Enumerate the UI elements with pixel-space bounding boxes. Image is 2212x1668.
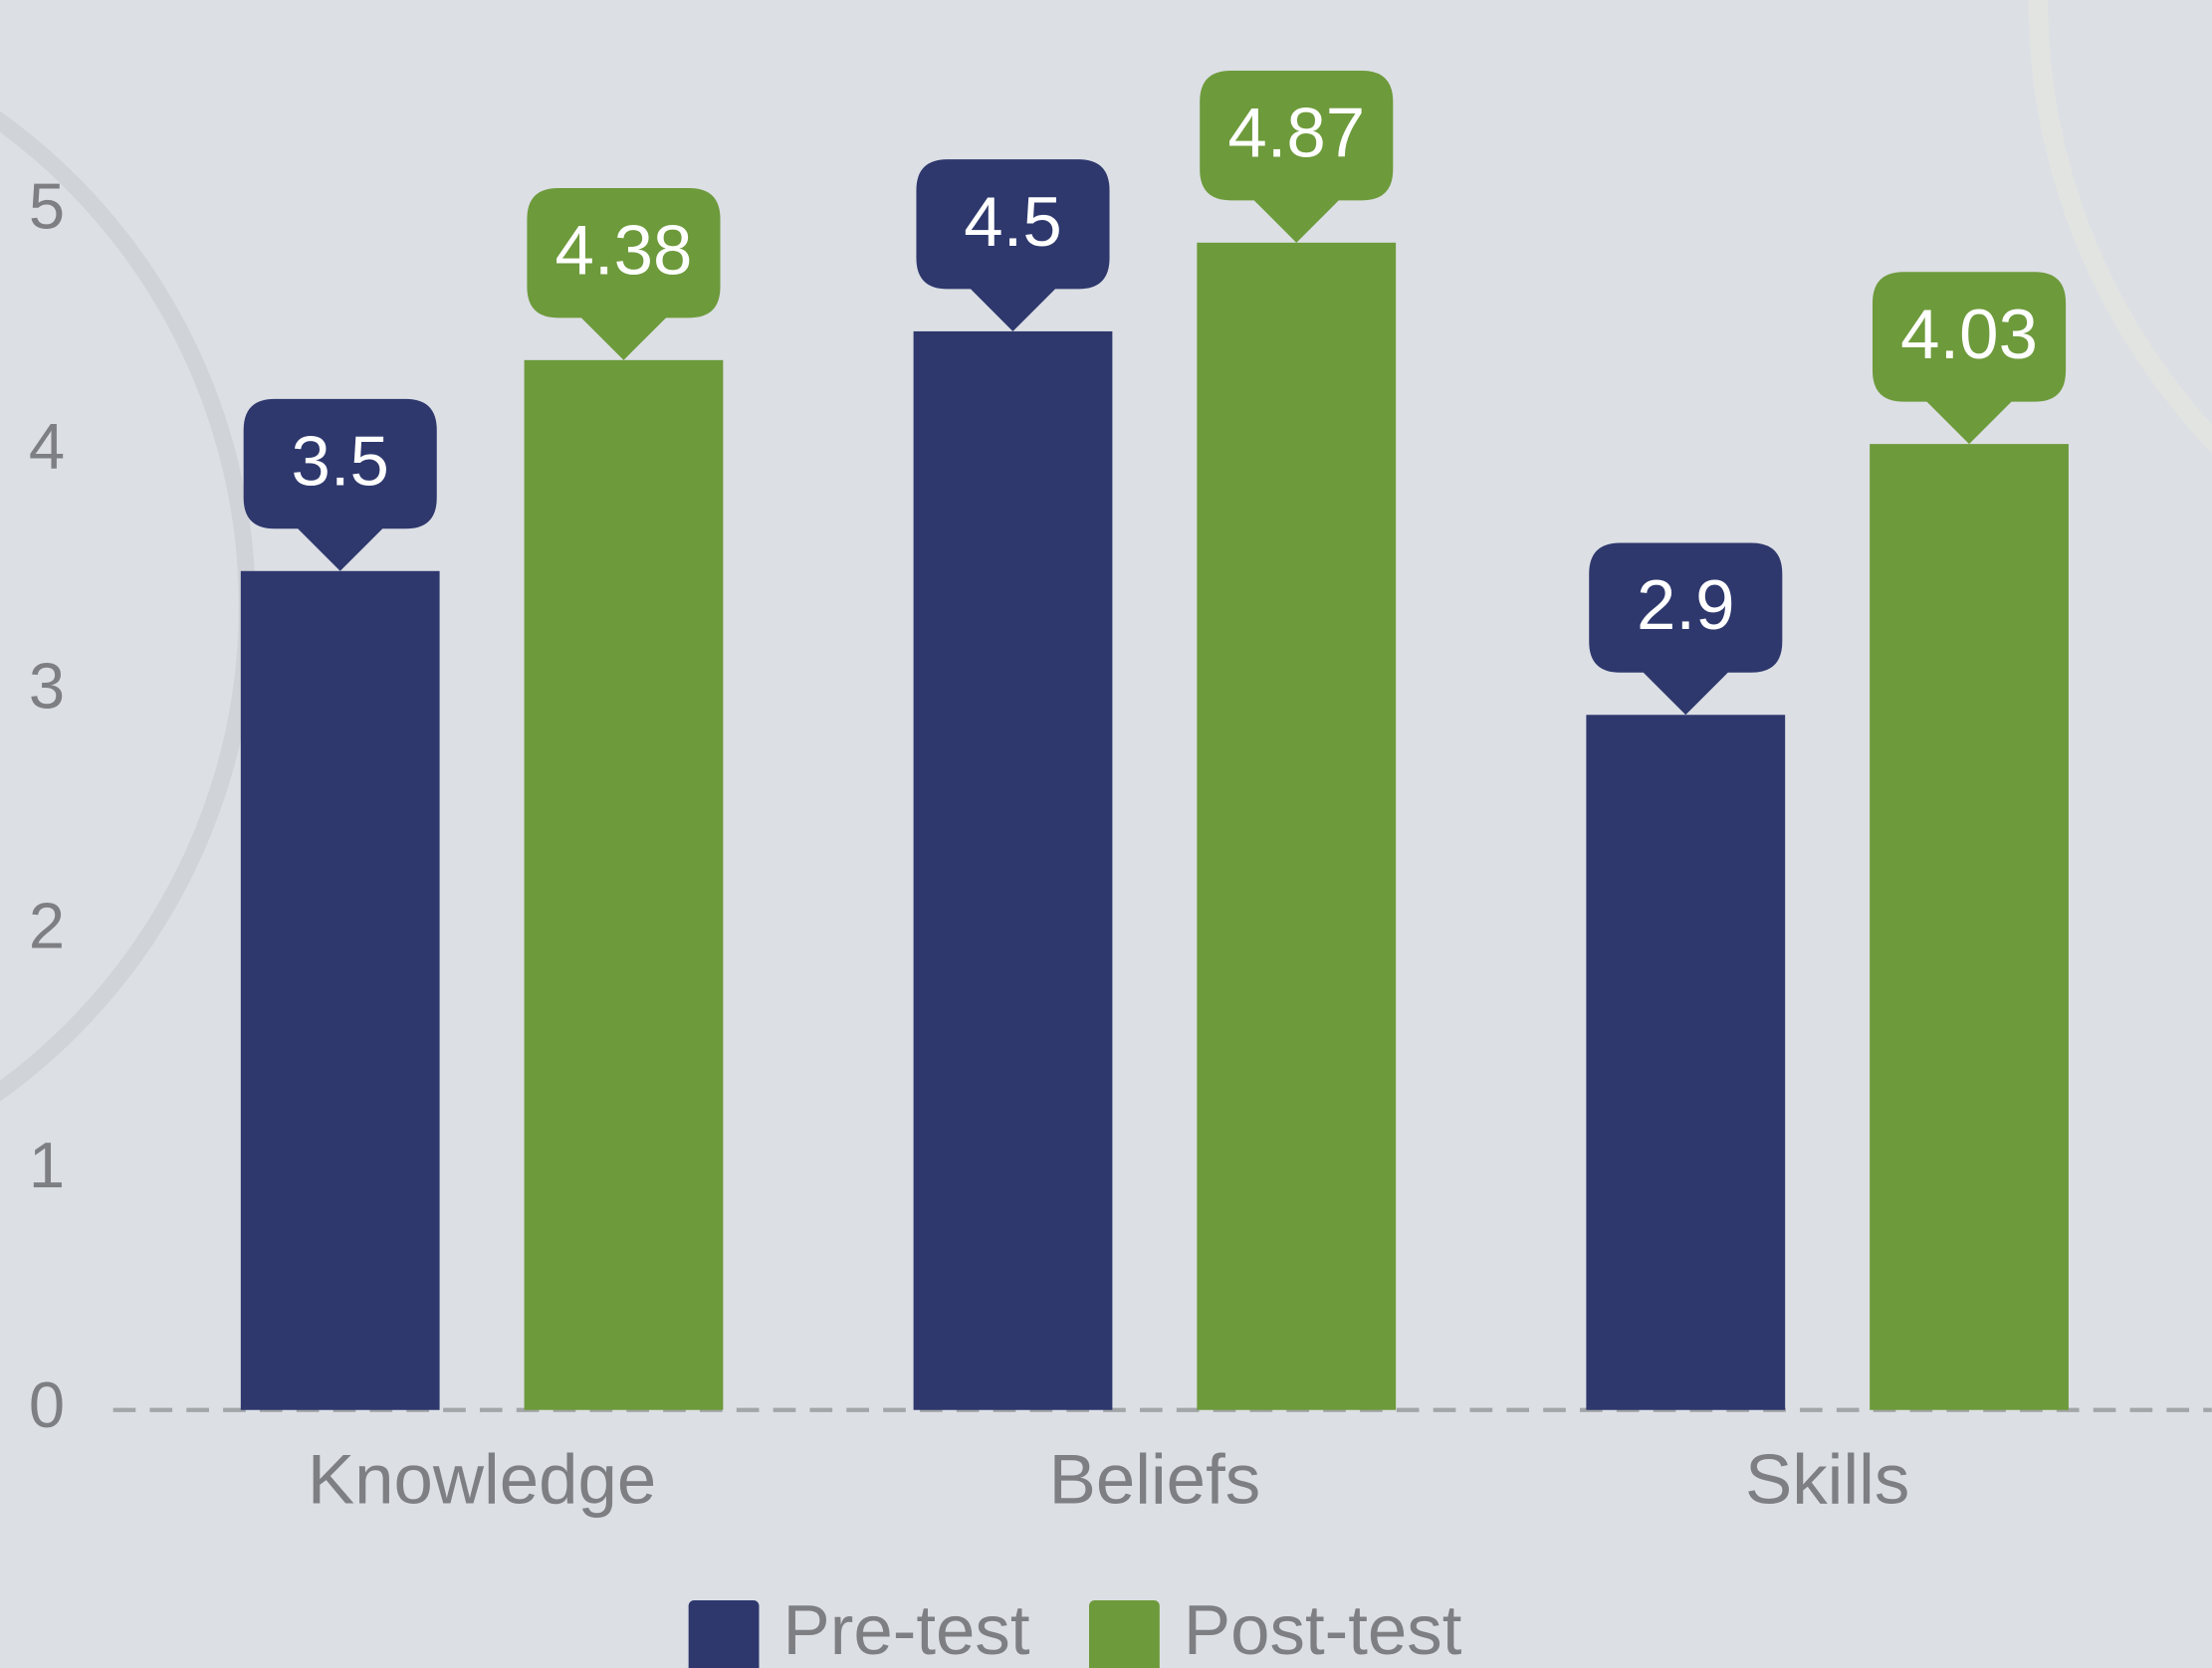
legend-label: Pre-test xyxy=(783,1591,1030,1668)
bar xyxy=(240,570,440,1410)
y-tick-label: 3 xyxy=(29,649,65,722)
data-label-callout xyxy=(916,159,1110,331)
y-tick-label: 1 xyxy=(29,1129,65,1201)
data-label: 4.87 xyxy=(1227,95,1365,173)
data-label: 4.03 xyxy=(1900,296,2038,374)
data-label: 4.38 xyxy=(555,212,693,291)
data-label: 3.5 xyxy=(291,423,388,502)
data-label-callout xyxy=(1872,272,2067,445)
bar xyxy=(524,359,724,1410)
x-tick-label: Knowledge xyxy=(308,1441,656,1520)
y-tick-label: 0 xyxy=(29,1368,65,1441)
data-label-callout xyxy=(527,187,721,360)
x-tick-label: Skills xyxy=(1745,1441,1909,1520)
y-tick-label: 2 xyxy=(29,889,65,961)
data-label-callout xyxy=(1200,70,1394,243)
legend-label: Post-test xyxy=(1184,1591,1462,1668)
data-label: 2.9 xyxy=(1637,566,1734,645)
bar xyxy=(1197,242,1397,1410)
y-tick-label: 4 xyxy=(29,410,65,483)
bar xyxy=(913,330,1113,1410)
x-tick-label: Beliefs xyxy=(1049,1441,1261,1520)
data-label-callout xyxy=(243,398,437,571)
bar xyxy=(1870,444,2069,1410)
legend-swatch xyxy=(688,1599,760,1668)
legend-swatch xyxy=(1089,1599,1160,1668)
data-label: 4.5 xyxy=(964,183,1061,262)
y-tick-label: 5 xyxy=(29,170,65,243)
bar xyxy=(1586,715,1786,1410)
data-label-callout xyxy=(1589,542,1783,716)
